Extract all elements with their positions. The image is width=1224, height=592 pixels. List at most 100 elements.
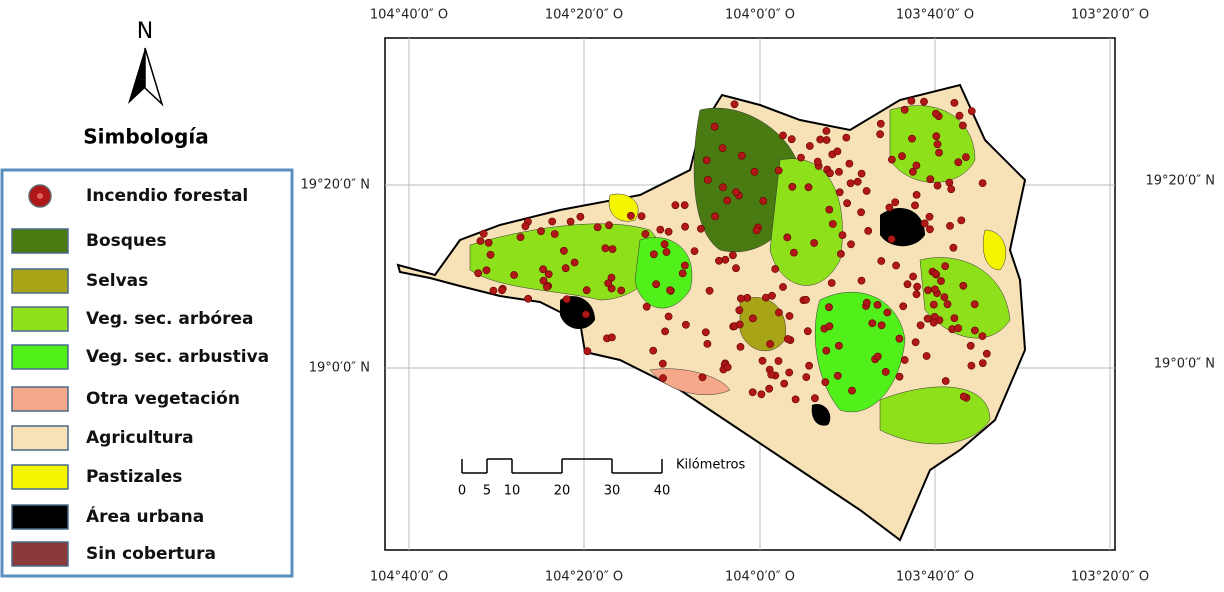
fire-point [842, 133, 851, 142]
fire-point [941, 377, 950, 385]
fire-point [582, 310, 590, 319]
latitude-label: 19°0′0″ N [309, 361, 370, 376]
fire-point [735, 306, 744, 315]
fire-point [718, 144, 727, 152]
fire-point [605, 221, 613, 230]
fire-point [768, 291, 776, 300]
fire-point [920, 219, 929, 228]
fire-point [521, 222, 530, 231]
fire-point [887, 235, 896, 244]
fire-point [766, 340, 774, 348]
fire-point [962, 153, 970, 161]
fire-point [945, 178, 954, 187]
legend-symbol [37, 193, 43, 199]
fire-point [967, 361, 976, 370]
fire-point [835, 188, 844, 197]
fire-point [797, 153, 805, 162]
fire-point [885, 203, 894, 212]
fire-point [848, 386, 856, 395]
longitude-label: 103°20′0″ O [1071, 8, 1149, 23]
fire-point [811, 394, 819, 403]
legend-label: Área urbana [86, 505, 204, 527]
legend-label: Sin cobertura [86, 544, 216, 564]
fire-point [833, 371, 842, 380]
fire-point [544, 270, 553, 279]
fire-point [779, 131, 787, 140]
fire-point [895, 372, 904, 381]
fire-point [671, 201, 680, 210]
fire-point [649, 346, 658, 355]
fire-point [903, 280, 912, 289]
fire-point [723, 196, 732, 205]
fire-point [539, 265, 547, 274]
fire-point [484, 238, 493, 247]
fire-point [608, 245, 617, 253]
fire-point [883, 308, 892, 317]
fire-point [732, 188, 740, 196]
north-arrow [144, 47, 164, 107]
fire-point [926, 225, 934, 234]
fire-point [900, 356, 909, 364]
longitude-label: 104°40′0″ O [370, 570, 448, 585]
fire-point [489, 286, 498, 295]
fire-point [537, 227, 545, 236]
fire-point [785, 312, 794, 320]
fire-point [949, 243, 958, 252]
fire-point [950, 314, 959, 322]
fire-point [955, 111, 964, 120]
fire-point [978, 332, 987, 340]
scale-label: 40 [654, 484, 671, 499]
fire-point [735, 320, 744, 329]
fire-point [703, 175, 712, 184]
fire-point [701, 328, 710, 337]
fire-point [486, 250, 495, 259]
fire-point [803, 327, 812, 336]
fire-point [791, 395, 800, 404]
fire-point [940, 293, 949, 301]
fire-point [959, 392, 968, 401]
fire-point [922, 352, 931, 360]
fire-point [802, 295, 810, 304]
fire-point [779, 283, 787, 291]
fire-point [737, 151, 746, 160]
fire-point [959, 121, 967, 130]
fire-point [971, 326, 979, 335]
legend-swatch [11, 425, 69, 451]
longitude-label: 104°40′0″ O [370, 8, 448, 23]
longitude-label: 104°20′0″ O [545, 8, 623, 23]
fire-point [895, 334, 904, 343]
fire-point [759, 196, 768, 205]
fire-point [650, 250, 658, 259]
fire-point [729, 251, 737, 260]
fire-point [825, 303, 833, 312]
fire-point [474, 269, 483, 278]
legend-label: Agricultura [86, 428, 194, 448]
fire-point [864, 226, 873, 235]
fire-point [929, 300, 938, 309]
fire-point [935, 148, 943, 157]
fire-point [825, 205, 834, 214]
legend-label: Pastizales [86, 467, 182, 487]
longitude-label: 104°0′0″ O [725, 570, 795, 585]
fire-point [771, 265, 780, 273]
fire-point [681, 222, 689, 231]
fire-point [703, 339, 712, 348]
scale-label: 0 [458, 484, 466, 499]
legend-swatch [11, 344, 69, 370]
longitude-label: 104°0′0″ O [725, 8, 795, 23]
fire-point [664, 227, 673, 236]
fire-point [758, 356, 767, 365]
fire-point [912, 290, 921, 299]
fire-point [498, 286, 506, 295]
fire-point [933, 140, 942, 149]
fire-point [876, 130, 884, 139]
fire-point [877, 257, 886, 265]
fire-point [711, 212, 719, 221]
fire-point [627, 211, 635, 220]
fire-point [561, 264, 570, 273]
fire-point [833, 147, 842, 156]
fire-point [721, 255, 730, 264]
scale-label: 5 [483, 484, 491, 499]
fire-point [966, 341, 975, 350]
